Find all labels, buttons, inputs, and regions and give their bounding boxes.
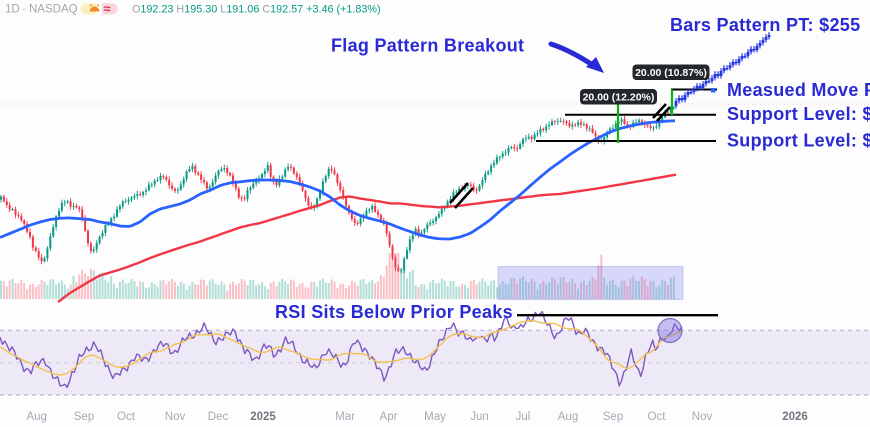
- svg-text:2025: 2025: [250, 411, 276, 423]
- svg-text:Nov: Nov: [165, 411, 186, 423]
- svg-text:20.00 (10.87%): 20.00 (10.87%): [635, 67, 707, 79]
- svg-text:1D: 1D: [5, 4, 20, 16]
- svg-text:O192.23 H195.30 L191.06 C192.5: O192.23 H195.30 L191.06 C192.57 +3.46 (+…: [132, 4, 381, 16]
- svg-text:Oct: Oct: [117, 411, 136, 423]
- svg-text:Dec: Dec: [208, 411, 229, 423]
- svg-text:Bars Pattern PT: $255: Bars Pattern PT: $255: [670, 15, 860, 35]
- svg-text:Aug: Aug: [558, 411, 578, 423]
- svg-text:Flag Pattern Breakout: Flag Pattern Breakout: [331, 36, 524, 56]
- svg-text:Oct: Oct: [648, 411, 667, 423]
- svg-text:RSI Sits Below Prior Peaks: RSI Sits Below Prior Peaks: [275, 302, 513, 322]
- svg-text:Aug: Aug: [26, 411, 46, 423]
- svg-text:·: ·: [22, 4, 26, 16]
- svg-text:May: May: [424, 411, 446, 423]
- svg-text:Jun: Jun: [470, 411, 489, 423]
- svg-text:Apr: Apr: [380, 411, 398, 423]
- svg-text:Jul: Jul: [516, 411, 531, 423]
- svg-text:Sep: Sep: [603, 411, 623, 423]
- svg-text:Support Level: $19: Support Level: $19: [727, 104, 870, 124]
- svg-text:2026: 2026: [782, 411, 808, 423]
- svg-text:Nov: Nov: [692, 411, 713, 423]
- svg-text:NASDAQ: NASDAQ: [29, 4, 78, 16]
- svg-text:20.00 (12.20%): 20.00 (12.20%): [583, 92, 655, 104]
- svg-text:≈: ≈: [103, 1, 110, 16]
- svg-text:Sep: Sep: [74, 411, 94, 423]
- svg-text:Mar: Mar: [335, 411, 355, 423]
- svg-text:Support Level: $18: Support Level: $18: [727, 131, 870, 151]
- svg-text:Measued Move PT: $2: Measued Move PT: $2: [727, 80, 870, 100]
